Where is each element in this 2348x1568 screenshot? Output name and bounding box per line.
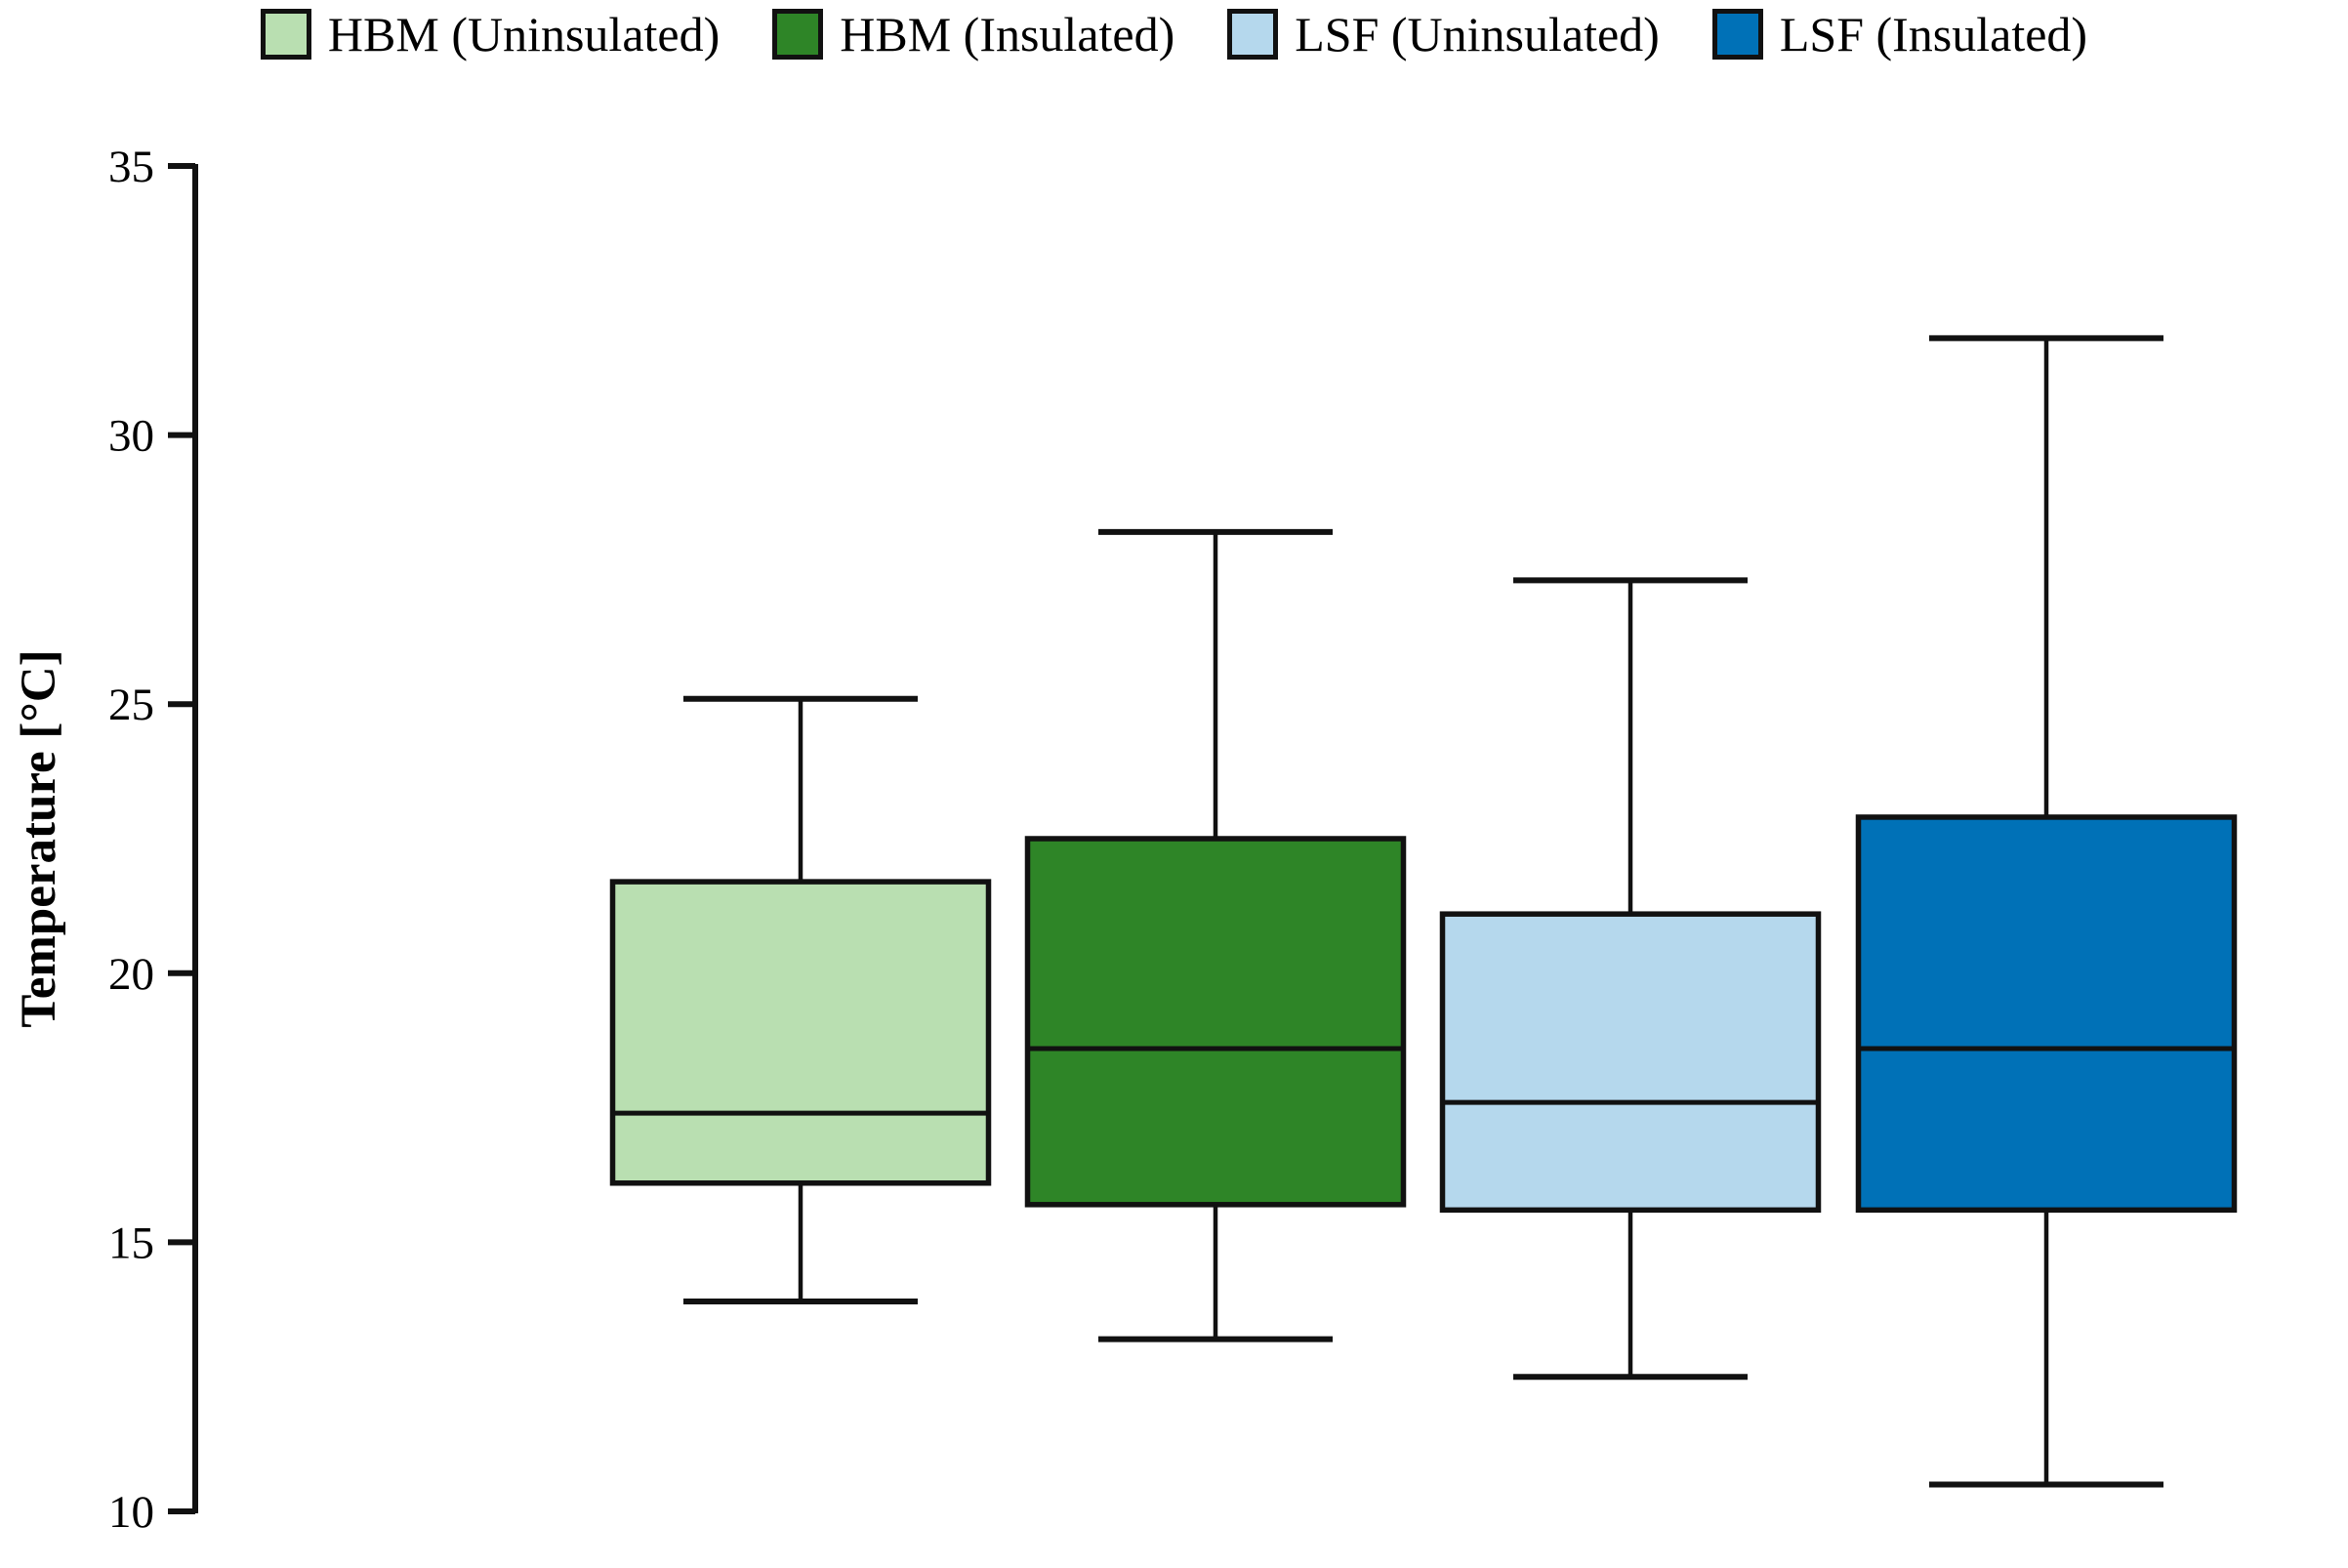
legend-swatch-lsf-insulated: [1711, 9, 1763, 60]
legend-swatch-hbm-uninsulated: [260, 9, 311, 60]
box-group-lsf-insulated: [1855, 335, 2238, 1488]
y-tick-label: 15: [108, 1217, 154, 1268]
box-group-hbm-insulated: [1024, 528, 1407, 1342]
y-tick-label: 35: [108, 142, 154, 192]
legend-item-hbm-uninsulated: HBM (Uninsulated): [260, 6, 721, 62]
y-tick-label: 10: [108, 1487, 154, 1538]
iqr-box-hbm-uninsulated: [609, 879, 992, 1186]
y-axis-title: Temperature [°C]: [12, 649, 66, 1027]
y-tick-label: 20: [108, 949, 154, 1000]
y-tick-label: 30: [108, 411, 154, 462]
iqr-box-lsf-insulated: [1855, 814, 2238, 1214]
box-group-lsf-uninsulated: [1439, 577, 1822, 1381]
legend: HBM (Uninsulated) HBM (Insulated) LSF (Uni…: [0, 6, 2348, 62]
legend-label-lsf-insulated: LSF (Insulated): [1779, 7, 2088, 62]
box-group-hbm-uninsulated: [609, 695, 992, 1305]
legend-label-hbm-insulated: HBM (Insulated): [840, 7, 1175, 62]
y-tick-label: 25: [108, 680, 154, 730]
legend-item-lsf-uninsulated: LSF (Uninsulated): [1227, 6, 1660, 62]
iqr-box-hbm-insulated: [1024, 836, 1407, 1208]
legend-item-lsf-insulated: LSF (Insulated): [1711, 6, 2088, 62]
legend-label-hbm-uninsulated: HBM (Uninsulated): [327, 7, 721, 62]
legend-swatch-hbm-insulated: [772, 9, 824, 60]
iqr-box-lsf-uninsulated: [1439, 911, 1822, 1214]
legend-label-lsf-uninsulated: LSF (Uninsulated): [1295, 7, 1660, 62]
legend-item-hbm-insulated: HBM (Insulated): [772, 6, 1174, 62]
legend-swatch-lsf-uninsulated: [1227, 9, 1279, 60]
